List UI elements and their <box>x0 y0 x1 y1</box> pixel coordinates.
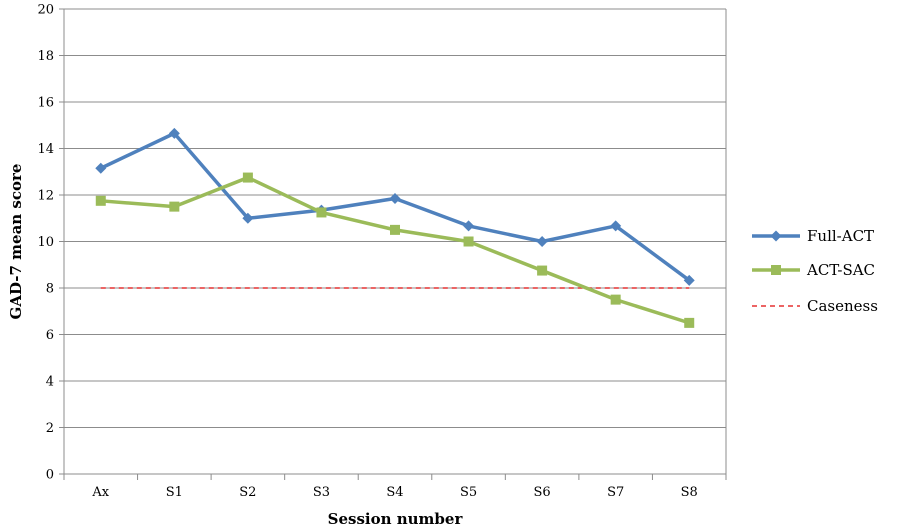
legend: Full-ACT ACT-SAC Caseness <box>752 227 878 315</box>
data-point-act-sac <box>169 201 180 212</box>
data-point-full-act <box>168 127 180 139</box>
axes: 0 2 4 6 8 10 12 14 16 18 20 Ax S1 S2 S3 S4 S5 S6 S7 S8 <box>37 3 727 500</box>
y-tick-label: 10 <box>37 235 54 250</box>
data-point-full-act <box>242 212 254 224</box>
y-tick-label: 14 <box>37 142 54 157</box>
data-point-act-sac <box>242 172 253 183</box>
y-axis-title: GAD-7 mean score <box>7 164 25 320</box>
data-point-act-sac <box>316 207 327 218</box>
x-tick-label: S7 <box>607 485 624 500</box>
y-tick-label: 20 <box>37 3 54 18</box>
data-point-act-sac <box>684 317 695 328</box>
data-point-act-sac <box>610 294 621 305</box>
x-axis-title: Session number <box>328 510 464 528</box>
x-tick-label: S1 <box>166 485 183 500</box>
gridlines <box>64 8 726 428</box>
y-tick-label: 18 <box>37 49 54 64</box>
data-point-full-act <box>536 236 548 247</box>
data-point-full-act <box>610 220 622 232</box>
data-point-act-sac <box>95 195 106 206</box>
y-tick-label: 6 <box>46 328 54 343</box>
data-point-full-act <box>683 274 695 286</box>
x-tick-label: S4 <box>386 485 403 500</box>
x-tick-label: S2 <box>239 485 256 500</box>
legend-marker <box>770 230 782 242</box>
x-tick-label: S8 <box>681 485 698 500</box>
y-tick-label: 16 <box>37 96 54 111</box>
legend-label: Caseness <box>807 297 878 315</box>
data-point-full-act <box>389 192 401 204</box>
data-point-act-sac <box>537 265 548 276</box>
x-tick-label: Ax <box>91 485 109 500</box>
legend-label: Full-ACT <box>807 227 874 245</box>
series <box>95 127 695 328</box>
x-tick-label: S5 <box>460 485 477 500</box>
y-tick-label: 0 <box>46 468 54 483</box>
x-tick-label: S3 <box>313 485 330 500</box>
series-line-full-act <box>100 131 691 282</box>
x-tick-label: S6 <box>534 485 551 500</box>
y-tick-label: 2 <box>46 421 54 436</box>
data-point-full-act <box>463 220 475 232</box>
legend-label: ACT-SAC <box>806 261 875 279</box>
data-point-full-act <box>95 162 107 174</box>
legend-marker <box>771 265 781 275</box>
y-tick-label: 12 <box>37 189 54 204</box>
y-tick-label: 4 <box>46 375 54 390</box>
data-point-act-sac <box>390 224 400 235</box>
data-point-act-sac <box>463 236 474 247</box>
y-tick-label: 8 <box>46 282 54 297</box>
